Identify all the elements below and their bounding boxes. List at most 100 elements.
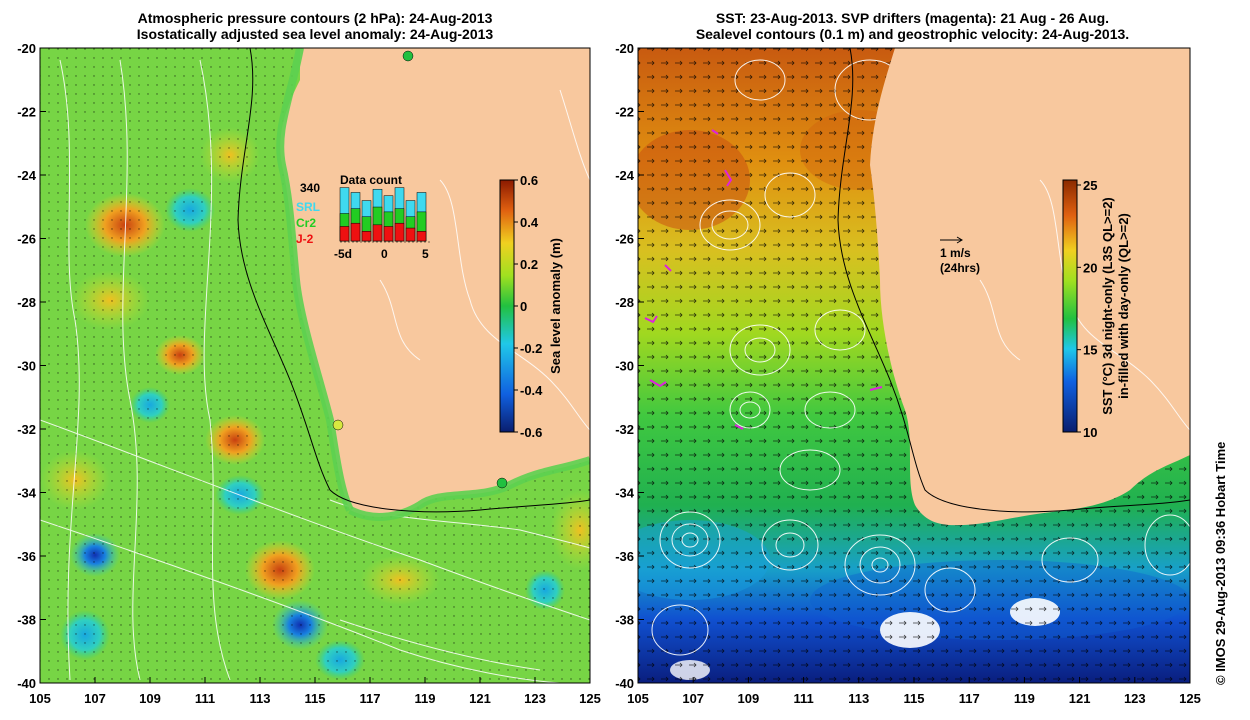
inset-xlabel: -5d	[334, 247, 352, 261]
sst-colorbar-label-line2: in-filled with day-only (QL>=2)	[1116, 213, 1131, 399]
sst-colorbar-tick-label: 10	[1083, 425, 1097, 440]
left-xtick-label: 107	[84, 691, 106, 706]
inset-bars	[339, 187, 427, 242]
right-ytick-label: -34	[615, 486, 635, 501]
left-xtick-label: 119	[415, 691, 436, 706]
right-xtick-label: 123	[1124, 691, 1146, 706]
sla-colorbar-tick-label: 0.4	[520, 215, 539, 230]
left-xtick-label: 115	[305, 691, 326, 706]
australia-landmass	[870, 48, 1190, 526]
inset-bar	[372, 224, 383, 242]
left-xtick-label: 123	[524, 691, 546, 706]
inset-legend-srl: SRL	[296, 200, 320, 214]
right-ytick-label: -32	[615, 422, 634, 437]
right-title-line1: SST: 23-Aug-2013. SVP drifters (magenta)…	[715, 10, 1110, 26]
left-xtick-label: 109	[139, 691, 161, 706]
left-xtick-label: 121	[469, 691, 491, 706]
imos-credit: © IMOS 29-Aug-2013 09:36 Hobart Time	[1213, 441, 1228, 685]
right-ytick-label: -26	[615, 232, 634, 247]
sla-colorbar-tick-label: 0.6	[520, 173, 538, 188]
pressure-contours	[40, 59, 590, 683]
right-x-axis: 105 107 109 111 113 115 117 119 121 123 125	[627, 677, 1201, 706]
left-ytick-label: -26	[17, 232, 36, 247]
right-xtick-label: 115	[904, 691, 925, 706]
right-title-line2: Sealevel contours (0.1 m) and geostrophi…	[695, 26, 1130, 42]
sst-colorbar-label-line1: SST (°C) 3d night-only (L3S QL>=2)	[1100, 197, 1115, 415]
right-xtick-label: 121	[1069, 691, 1091, 706]
right-ytick-label: -40	[615, 676, 634, 691]
left-xtick-label: 125	[579, 691, 601, 706]
sst-colorbar-gradient	[1062, 179, 1078, 433]
right-ytick-label: -30	[615, 359, 634, 374]
right-panel-title: SST: 23-Aug-2013. SVP drifters (magenta)…	[635, 10, 1190, 42]
sst-colorbar-tick-label: 25	[1083, 178, 1097, 193]
right-xtick-label: 109	[738, 691, 760, 706]
right-xtick-label: 125	[1179, 691, 1201, 706]
right-xtick-label: 105	[627, 691, 649, 706]
shelf-contour	[837, 48, 1190, 513]
left-y-axis: -20 -22 -24 -26 -28 -30 -32 -34 -36 -38 -40	[17, 41, 46, 691]
right-ytick-label: -38	[615, 613, 634, 628]
sla-map	[40, 48, 590, 683]
left-title-line1: Atmospheric pressure contours (2 hPa): 2…	[137, 10, 493, 26]
sla-colorbar: 0.6 0.4 0.2 0 -0.2 -0.4 -0.6 Sea level anomaly…	[499, 173, 563, 440]
sla-colorbar-tick-label: 0.2	[520, 257, 538, 272]
left-ytick-label: -36	[17, 549, 36, 564]
velocity-scale-label: 1 m/s	[940, 246, 971, 260]
velocity-scale-sublabel: (24hrs)	[940, 261, 980, 275]
sla-colorbar-gradient	[499, 179, 515, 433]
left-xtick-label: 113	[250, 691, 271, 706]
left-ytick-label: -28	[17, 295, 36, 310]
velocity-scale-arrow	[940, 236, 963, 244]
left-ytick-label: -40	[17, 676, 36, 691]
inset-title: Data count	[340, 173, 402, 187]
sla-colorbar-tick-label: -0.2	[520, 341, 542, 356]
inset-bar	[361, 231, 372, 242]
sst-colorbar-tick-label: 20	[1083, 260, 1097, 275]
shelf-contour	[237, 48, 590, 513]
right-xtick-label: 113	[848, 691, 869, 706]
right-ytick-label: -24	[615, 168, 635, 183]
right-ytick-label: -20	[615, 41, 634, 56]
left-ytick-label: -30	[17, 359, 36, 374]
left-xtick-label: 117	[360, 691, 381, 706]
velocity-scale: 1 m/s (24hrs)	[940, 236, 980, 275]
sst-map	[638, 48, 1190, 683]
sst-colorbar: 25 20 15 10 SST (°C) 3d night-only (L3S QL>…	[1062, 178, 1131, 440]
sla-colorbar-tick-label: -0.6	[520, 425, 542, 440]
inset-bar	[383, 226, 394, 242]
right-xtick-label: 107	[682, 691, 704, 706]
inset-bar	[394, 222, 405, 242]
inset-bar	[405, 227, 416, 242]
inset-legend-cr2: Cr2	[296, 216, 316, 230]
left-title-line2: Isostatically adjusted sea level anomaly…	[136, 26, 494, 42]
data-count-inset: Data count 340 SRL Cr2 J-2 -5d 0 5	[296, 173, 432, 261]
sla-colorbar-label: Sea level anomaly (m)	[548, 238, 563, 374]
inset-legend-j2: J-2	[296, 232, 314, 246]
inset-xlabel: 0	[381, 247, 388, 261]
left-ytick-label: -24	[17, 168, 37, 183]
sst-colorbar-tick-label: 15	[1083, 343, 1097, 358]
left-xtick-label: 111	[195, 691, 215, 706]
inset-max-label: 340	[300, 181, 320, 195]
left-ytick-label: -22	[17, 105, 36, 120]
svp-drifter-tracks	[644, 129, 883, 430]
sla-colorbar-tick-label: 0	[520, 299, 527, 314]
right-xtick-label: 119	[1014, 691, 1035, 706]
left-ytick-label: -34	[17, 486, 37, 501]
left-x-axis: 105 107 109 111 113 115 117 119 121 123 125	[29, 677, 601, 706]
left-ytick-label: -38	[17, 613, 36, 628]
inset-xlabel: 5	[422, 247, 429, 261]
right-y-axis: -20 -22 -24 -26 -28 -30 -32 -34 -36 -38 -40	[615, 41, 644, 691]
left-ytick-label: -32	[17, 422, 36, 437]
right-ytick-label: -36	[615, 549, 634, 564]
sla-colorbar-tick-label: -0.4	[520, 383, 543, 398]
right-ytick-label: -22	[615, 105, 634, 120]
right-ytick-label: -28	[615, 295, 634, 310]
inset-bar	[350, 222, 361, 242]
left-ytick-label: -20	[17, 41, 36, 56]
inset-bar	[339, 226, 350, 242]
left-xtick-label: 105	[29, 691, 51, 706]
right-xtick-label: 111	[793, 691, 813, 706]
